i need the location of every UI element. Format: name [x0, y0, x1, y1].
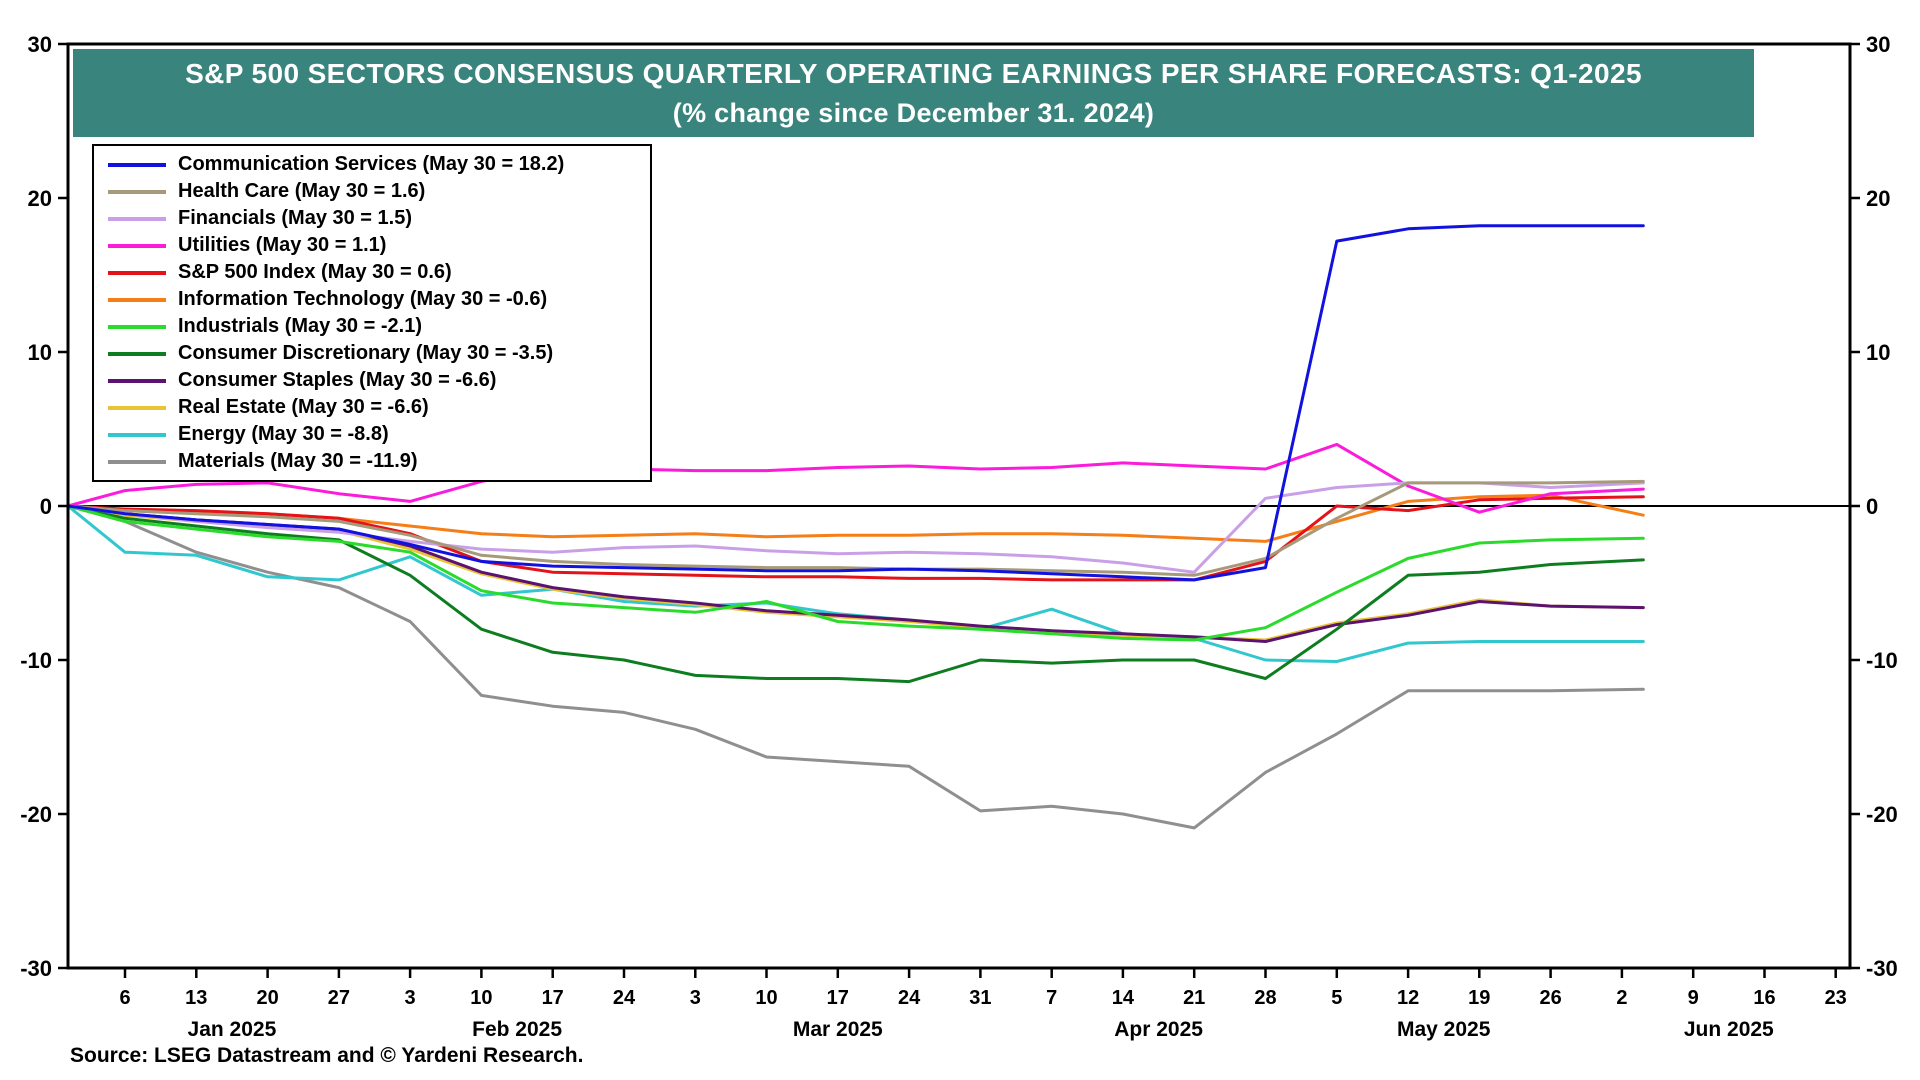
y-axis-label-left: -20 — [20, 802, 52, 827]
x-axis-tick-label: 13 — [185, 987, 207, 1009]
x-axis-tick-label: 6 — [119, 987, 130, 1009]
legend-swatch-industrials — [108, 324, 166, 329]
x-axis-tick-label: 10 — [470, 987, 492, 1009]
x-axis-tick-label: 14 — [1112, 987, 1135, 1009]
series-line-financials — [66, 481, 1645, 574]
legend-label: Real Estate (May 30 = -6.6) — [178, 396, 429, 418]
legend-item-s-p-500-index: S&P 500 Index (May 30 = 0.6) — [94, 259, 650, 286]
y-axis-label-right: 0 — [1866, 494, 1878, 519]
plot-border — [66, 42, 1852, 970]
x-axis-tick-label: 17 — [827, 987, 849, 1009]
x-axis-tick-label: 24 — [613, 987, 636, 1009]
legend-label: Energy (May 30 = -8.8) — [178, 423, 389, 445]
chart-subtitle: (% change since December 31. 2024) — [672, 98, 1155, 128]
legend-label: Health Care (May 30 = 1.6) — [178, 180, 426, 202]
y-axis-label-left: -10 — [20, 648, 52, 673]
x-axis-tick-label: 10 — [755, 987, 777, 1009]
month-label: Feb 2025 — [472, 1018, 562, 1041]
x-axis-tick-label: 26 — [1539, 987, 1561, 1009]
x-axis-tick-label: 20 — [256, 987, 278, 1009]
x-axis-tick-label: 17 — [542, 987, 564, 1009]
x-axis-tick-label: 9 — [1688, 987, 1699, 1009]
y-axis-label-left: 0 — [40, 494, 52, 519]
x-axis-tick-label: 5 — [1331, 987, 1342, 1009]
source-note: Source: LSEG Datastream and © Yardeni Re… — [70, 1044, 584, 1067]
month-label: Jan 2025 — [188, 1018, 277, 1041]
y-axis-label-left: -30 — [20, 956, 52, 981]
legend-label: Industrials (May 30 = -2.1) — [178, 315, 422, 337]
x-axis-tick-label: 19 — [1468, 987, 1490, 1009]
title-banner: S&P 500 SECTORS CONSENSUS QUARTERLY OPER… — [73, 49, 1754, 137]
legend-swatch-health-care — [108, 189, 166, 194]
x-axis-tick-label: 12 — [1397, 987, 1419, 1009]
legend-item-consumer-discretionary: Consumer Discretionary (May 30 = -3.5) — [94, 340, 650, 367]
legend-label: Financials (May 30 = 1.5) — [178, 207, 412, 229]
legend-item-materials: Materials (May 30 = -11.9) — [94, 448, 650, 475]
y-axis-label-right: -10 — [1866, 648, 1898, 673]
y-axis-label-right: 30 — [1866, 32, 1890, 57]
legend: Communication Services (May 30 = 18.2) He… — [92, 144, 652, 482]
legend-swatch-communication-services — [108, 162, 166, 167]
legend-swatch-s-p-500-index — [108, 270, 166, 275]
series-line-consumer-discretionary — [66, 504, 1645, 684]
legend-item-communication-services: Communication Services (May 30 = 18.2) — [94, 151, 650, 178]
legend-item-energy: Energy (May 30 = -8.8) — [94, 421, 650, 448]
y-axis-label-right: -30 — [1866, 956, 1898, 981]
legend-swatch-materials — [108, 459, 166, 464]
y-axis-label-right: 10 — [1866, 340, 1890, 365]
legend-swatch-consumer-discretionary — [108, 351, 166, 356]
legend-label: Consumer Discretionary (May 30 = -3.5) — [178, 342, 554, 364]
y-axis-label-right: 20 — [1866, 186, 1890, 211]
chart-title: S&P 500 SECTORS CONSENSUS QUARTERLY OPER… — [185, 58, 1642, 89]
legend-item-information-technology: Information Technology (May 30 = -0.6) — [94, 286, 650, 313]
x-axis-tick-label: 7 — [1046, 987, 1057, 1009]
series-line-utilities — [66, 442, 1645, 514]
legend-swatch-information-technology — [108, 297, 166, 302]
x-axis-tick-label: 24 — [898, 987, 921, 1009]
legend-item-consumer-staples: Consumer Staples (May 30 = -6.6) — [94, 367, 650, 394]
x-axis-tick-label: 3 — [690, 987, 701, 1009]
month-label: May 2025 — [1397, 1018, 1491, 1041]
legend-item-health-care: Health Care (May 30 = 1.6) — [94, 178, 650, 205]
legend-label: S&P 500 Index (May 30 = 0.6) — [178, 261, 452, 283]
legend-swatch-financials — [108, 216, 166, 221]
legend-item-real-estate: Real Estate (May 30 = -6.6) — [94, 394, 650, 421]
y-axis-label-left: 30 — [28, 32, 52, 57]
x-axis-tick-label: 28 — [1254, 987, 1276, 1009]
legend-swatch-consumer-staples — [108, 378, 166, 383]
legend-item-utilities: Utilities (May 30 = 1.1) — [94, 232, 650, 259]
legend-item-financials: Financials (May 30 = 1.5) — [94, 205, 650, 232]
month-label: Jun 2025 — [1684, 1018, 1774, 1041]
x-axis-tick-label: 27 — [328, 987, 350, 1009]
x-axis-tick-label: 3 — [405, 987, 416, 1009]
series-line-industrials — [66, 504, 1645, 642]
x-axis-tick-label: 31 — [969, 987, 991, 1009]
legend-label: Utilities (May 30 = 1.1) — [178, 234, 387, 256]
x-axis-tick-label: 16 — [1753, 987, 1775, 1009]
legend-label: Consumer Staples (May 30 = -6.6) — [178, 369, 497, 391]
x-axis-tick-label: 23 — [1825, 987, 1847, 1009]
y-axis-label-right: -20 — [1866, 802, 1898, 827]
legend-item-industrials: Industrials (May 30 = -2.1) — [94, 313, 650, 340]
legend-label: Materials (May 30 = -11.9) — [178, 450, 418, 472]
y-axis-label-left: 10 — [28, 340, 52, 365]
legend-swatch-utilities — [108, 243, 166, 248]
legend-swatch-real-estate — [108, 405, 166, 410]
month-label: Mar 2025 — [793, 1018, 883, 1041]
legend-label: Information Technology (May 30 = -0.6) — [178, 288, 548, 310]
series-line-materials — [66, 504, 1645, 830]
legend-swatch-energy — [108, 432, 166, 437]
month-label: Apr 2025 — [1114, 1018, 1203, 1041]
legend-label: Communication Services (May 30 = 18.2) — [178, 153, 565, 175]
series-line-communication-services — [66, 224, 1645, 582]
x-axis-tick-label: 2 — [1616, 987, 1627, 1009]
series-line-health-care — [66, 479, 1645, 577]
y-axis-label-left: 20 — [28, 186, 52, 211]
x-axis-tick-label: 21 — [1183, 987, 1205, 1009]
